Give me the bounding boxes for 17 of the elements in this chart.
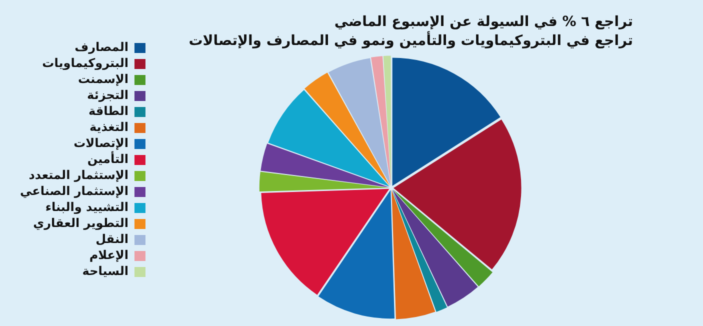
- legend-label: التطوير العقاري: [33, 216, 128, 230]
- legend-label: الإتصالات: [74, 136, 128, 150]
- legend-label: المصارف: [74, 40, 128, 54]
- legend-label: التجزئة: [87, 88, 128, 102]
- legend-label: السياحة: [82, 264, 128, 278]
- legend-label: التأمين: [87, 151, 128, 166]
- legend-label: الطاقة: [88, 104, 128, 118]
- legend-label: الإسمنت: [78, 72, 128, 86]
- legend-label: الإستثمار الصناعي: [20, 184, 128, 198]
- chart-title: تراجع ٦ % في السيولة عن الإسبوع الماضي: [334, 14, 633, 30]
- legend-label: الإستثمار المتعدد: [28, 168, 128, 182]
- legend-label: النقل: [96, 232, 128, 246]
- legend-label: البتروكيماويات: [42, 56, 128, 70]
- legend-label: الإعلام: [89, 248, 128, 262]
- legend-label: التشييد والبناء: [45, 200, 128, 214]
- legend-label: التغذية: [89, 120, 128, 134]
- chart-subtitle: تراجع في البتروكيماويات والتأمين ونمو في المصارف والإتصالات: [188, 30, 633, 49]
